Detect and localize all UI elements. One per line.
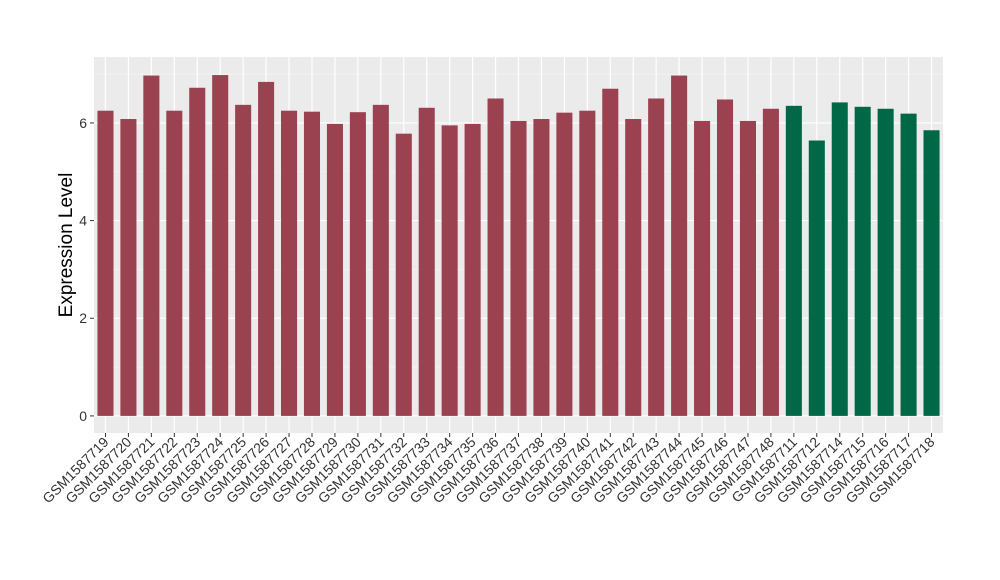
- bar: [739, 120, 756, 416]
- bar: [120, 119, 137, 416]
- y-axis: 0 2 4 6: [79, 115, 94, 424]
- y-tick-label: 6: [79, 115, 87, 131]
- bar: [487, 98, 504, 416]
- bar: [372, 104, 389, 416]
- y-tick-label: 2: [79, 310, 87, 326]
- bar: [258, 81, 275, 416]
- bar: [854, 106, 871, 416]
- bar: [303, 111, 321, 416]
- bar: [556, 112, 573, 416]
- bar: [349, 112, 366, 416]
- bar: [326, 123, 343, 416]
- bar: [395, 133, 412, 416]
- bar: [694, 120, 711, 416]
- bar: [831, 102, 848, 416]
- bar: [166, 110, 183, 416]
- bar: [671, 75, 688, 416]
- bar: [923, 130, 940, 416]
- bar: [716, 99, 734, 416]
- bar: [877, 108, 894, 416]
- bar: [808, 140, 825, 416]
- y-tick-label: 4: [79, 213, 87, 229]
- bar: [648, 98, 665, 416]
- bar: [579, 110, 596, 416]
- bar: [418, 107, 435, 416]
- bar: [235, 104, 252, 416]
- x-axis: GSM1587719GSM1587720GSM1587721GSM1587722…: [39, 433, 938, 506]
- bar: [510, 120, 527, 416]
- bar: [533, 119, 550, 416]
- y-tick-label: 0: [79, 408, 87, 424]
- bar: [97, 110, 114, 416]
- bars: [97, 75, 940, 416]
- bar: [602, 88, 619, 416]
- bar: [762, 108, 779, 416]
- bar: [212, 75, 229, 416]
- bar: [281, 110, 298, 416]
- y-axis-title: Expression Level: [56, 173, 77, 318]
- bar: [625, 119, 642, 416]
- bar: [900, 113, 917, 416]
- bar: [143, 75, 160, 416]
- bar: [464, 123, 481, 416]
- bar: [785, 105, 802, 416]
- bar: [441, 125, 458, 416]
- bar: [189, 87, 206, 416]
